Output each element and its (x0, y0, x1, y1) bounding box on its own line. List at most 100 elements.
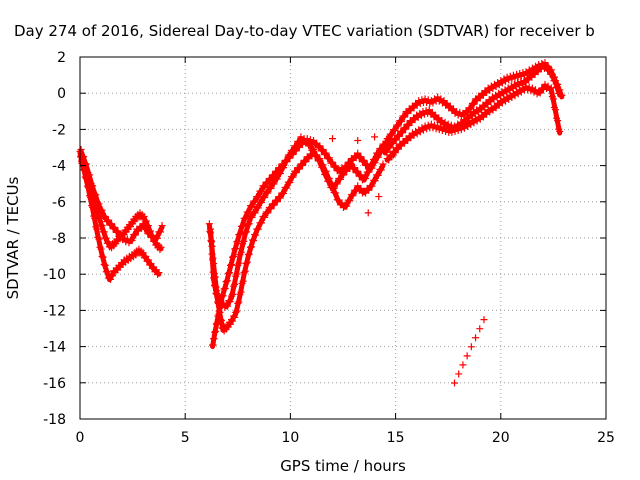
data-point (153, 234, 161, 242)
data-point (101, 212, 109, 220)
data-point (90, 189, 98, 197)
data-point (448, 128, 456, 136)
series-trace (207, 135, 386, 310)
data-point (550, 73, 558, 81)
data-point (245, 250, 253, 258)
data-point (209, 341, 217, 349)
data-point (108, 220, 116, 228)
data-point (264, 189, 272, 197)
data-point (251, 209, 259, 217)
data-point (87, 193, 95, 201)
x-tick-label: 20 (492, 430, 510, 446)
data-point (306, 141, 314, 149)
data-point (533, 65, 541, 73)
data-point (554, 80, 562, 88)
data-point (269, 171, 277, 179)
data-point (451, 127, 459, 135)
data-point (455, 370, 463, 378)
data-point (434, 122, 442, 130)
data-point (393, 121, 401, 129)
data-point (95, 235, 103, 243)
data-point (330, 184, 338, 192)
data-point (221, 284, 229, 292)
data-point (417, 112, 425, 120)
data-point (91, 214, 99, 222)
data-point (391, 135, 399, 143)
data-point (155, 269, 163, 277)
data-point (424, 109, 432, 117)
data-point (401, 113, 409, 121)
data-point (327, 159, 335, 167)
data-point (405, 122, 413, 130)
data-point (97, 245, 105, 253)
data-point (330, 163, 338, 171)
data-point (400, 124, 408, 132)
y-tick-label: -4 (52, 159, 66, 175)
data-point (379, 140, 387, 148)
data-point (424, 96, 432, 104)
data-point (377, 146, 385, 154)
data-point (470, 100, 478, 108)
data-point (402, 125, 410, 133)
data-point (289, 173, 297, 181)
data-point (211, 273, 219, 281)
data-point (303, 136, 311, 144)
data-point (99, 253, 107, 261)
data-point (250, 208, 258, 216)
data-point (505, 76, 513, 84)
data-point (391, 127, 399, 135)
data-point (295, 138, 303, 146)
data-point (156, 228, 164, 236)
data-point (229, 317, 237, 325)
x-tick-label: 25 (597, 430, 615, 446)
data-point (383, 148, 391, 156)
data-point (267, 205, 275, 213)
data-point (103, 268, 111, 276)
data-point (104, 216, 112, 224)
data-point (100, 228, 108, 236)
data-point (437, 123, 445, 131)
data-point (104, 238, 112, 246)
data-point (394, 145, 402, 153)
data-point (142, 252, 150, 260)
data-point (294, 164, 302, 172)
data-point (292, 143, 300, 151)
data-point (240, 237, 248, 245)
data-point (207, 237, 215, 245)
data-point (139, 220, 147, 228)
data-point (362, 175, 370, 183)
data-point (472, 334, 480, 342)
data-point (459, 361, 467, 369)
data-point (206, 225, 214, 233)
data-point (225, 297, 233, 305)
data-point (280, 164, 288, 172)
data-point (336, 175, 344, 183)
data-point (226, 261, 234, 269)
data-point (371, 133, 379, 141)
data-point (328, 158, 336, 166)
data-point (328, 135, 336, 143)
chart-title: Day 274 of 2016, Sidereal Day-to-day VTE… (14, 22, 595, 40)
data-point (454, 127, 462, 135)
data-point (158, 222, 166, 230)
data-point (374, 150, 382, 158)
data-point (313, 151, 321, 159)
data-point (395, 132, 403, 140)
data-point (368, 162, 376, 170)
data-point (265, 203, 273, 211)
data-point (144, 256, 152, 264)
data-point (371, 156, 379, 164)
series-11 (328, 133, 397, 217)
data-point (467, 105, 475, 113)
data-point (347, 191, 355, 199)
data-point (229, 253, 237, 261)
data-point (157, 243, 165, 251)
data-point (399, 112, 407, 120)
data-point (467, 343, 475, 351)
data-point (234, 237, 242, 245)
data-point (319, 164, 327, 172)
data-point (273, 198, 281, 206)
data-point (213, 287, 221, 295)
data-point (398, 129, 406, 137)
x-axis-label: GPS time / hours (280, 457, 406, 475)
